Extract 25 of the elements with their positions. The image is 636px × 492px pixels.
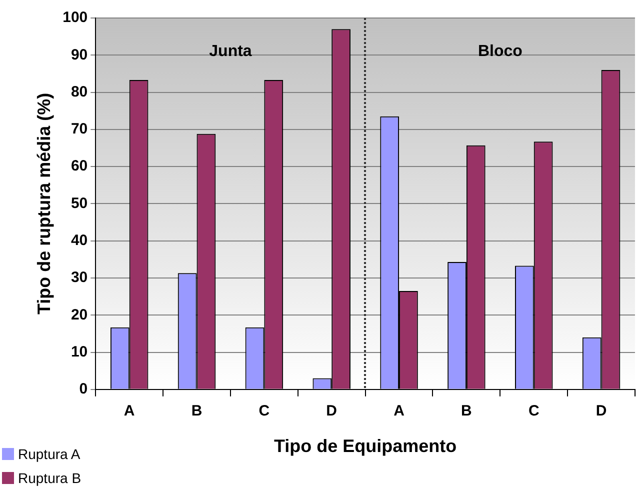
- y-tick-label: 50: [70, 194, 88, 212]
- y-tick-label: 40: [70, 232, 88, 249]
- x-tick-label: C: [528, 402, 540, 420]
- x-tick-label: D: [326, 402, 338, 420]
- y-tick-label: 10: [70, 343, 88, 360]
- x-tick-label: C: [258, 402, 270, 420]
- y-tick-label: 0: [79, 380, 88, 398]
- x-tick-label: B: [461, 402, 472, 420]
- y-tick-label: 90: [70, 46, 88, 64]
- x-tick-label: B: [191, 402, 202, 420]
- y-tick-label: 30: [70, 269, 88, 286]
- annotation: Junta: [209, 42, 252, 60]
- y-tick-label: 80: [70, 83, 88, 100]
- x-axis-title: Tipo de Equipamento: [274, 436, 457, 456]
- x-tick-label: A: [394, 402, 405, 420]
- y-axis-title: Tipo de ruptura média (%): [34, 92, 54, 315]
- legend-label: Ruptura B: [18, 470, 82, 486]
- x-tick-label: A: [124, 402, 135, 420]
- annotation: Bloco: [478, 42, 523, 60]
- y-tick-label: 100: [62, 9, 88, 26]
- y-tick-label: 60: [70, 158, 88, 175]
- y-tick-label: 20: [70, 306, 88, 324]
- legend-label: Ruptura A: [18, 446, 80, 462]
- y-tick-label: 70: [70, 120, 88, 138]
- x-tick-label: D: [596, 402, 607, 420]
